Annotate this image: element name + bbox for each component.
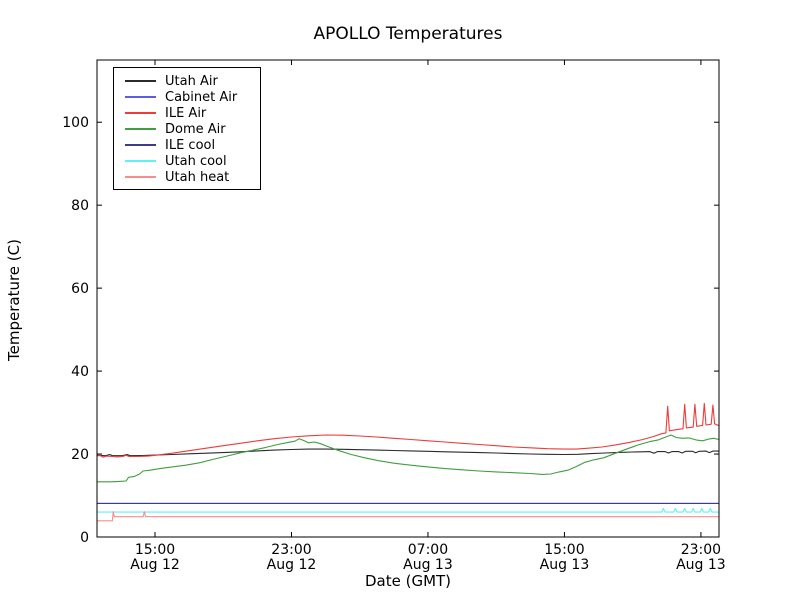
legend-label: ILE cool (165, 137, 216, 153)
x-tick-label-time: 15:00 (135, 542, 175, 558)
legend-label: Utah heat (165, 169, 230, 185)
y-tick-label: 0 (80, 530, 89, 546)
legend-item-utah-air: Utah Air (114, 73, 260, 89)
series-utah-heat (97, 511, 719, 522)
x-tick-label-time: 23:00 (681, 542, 721, 558)
y-tick-label: 80 (71, 198, 89, 214)
x-axis-label: Date (GMT) (364, 572, 452, 590)
y-tick-label: 60 (71, 281, 89, 297)
legend-item-utah-heat: Utah heat (114, 169, 260, 185)
legend-line-sample (125, 128, 156, 130)
x-tick-label-date: Aug 12 (267, 557, 317, 573)
series-utah-cool (97, 507, 719, 513)
series-utah-air (96, 448, 719, 457)
x-tick-label-time: 07:00 (408, 542, 448, 558)
x-tick-label-date: Aug 13 (540, 557, 590, 573)
x-tick-label-time: 15:00 (544, 542, 584, 558)
axes-frame (96, 59, 720, 538)
legend: Utah Air Cabinet Air ILE Air Dome Air ILE co… (113, 67, 261, 190)
series-dome-air (97, 434, 720, 483)
legend-item-ile-air: ILE Air (114, 105, 260, 121)
legend-item-dome-air: Dome Air (114, 121, 260, 137)
legend-line-sample (125, 144, 156, 146)
legend-item-cabinet-air: Cabinet Air (114, 89, 260, 105)
legend-item-ile-cool: ILE cool (114, 137, 260, 153)
legend-line-sample (125, 112, 156, 114)
legend-line-sample (125, 176, 156, 178)
y-tick-label: 40 (71, 364, 89, 380)
legend-item-utah-cool: Utah cool (114, 153, 260, 169)
legend-label: Utah cool (165, 153, 227, 169)
y-tick-label: 20 (71, 447, 89, 463)
legend-line-sample (125, 160, 156, 162)
x-tick-label-date: Aug 13 (676, 557, 726, 573)
y-tick-label: 100 (62, 115, 89, 131)
x-tick-label-date: Aug 12 (130, 557, 180, 573)
legend-label: Utah Air (165, 73, 218, 89)
x-tick-label-time: 23:00 (271, 542, 311, 558)
series-ile-air (97, 402, 720, 458)
x-tick-label-date: Aug 13 (403, 557, 453, 573)
legend-label: Cabinet Air (165, 89, 238, 105)
legend-label: ILE Air (165, 105, 207, 121)
chart-title: APOLLO Temperatures (313, 24, 503, 44)
legend-line-sample (125, 96, 156, 98)
legend-label: Dome Air (165, 121, 226, 137)
legend-line-sample (125, 80, 156, 82)
